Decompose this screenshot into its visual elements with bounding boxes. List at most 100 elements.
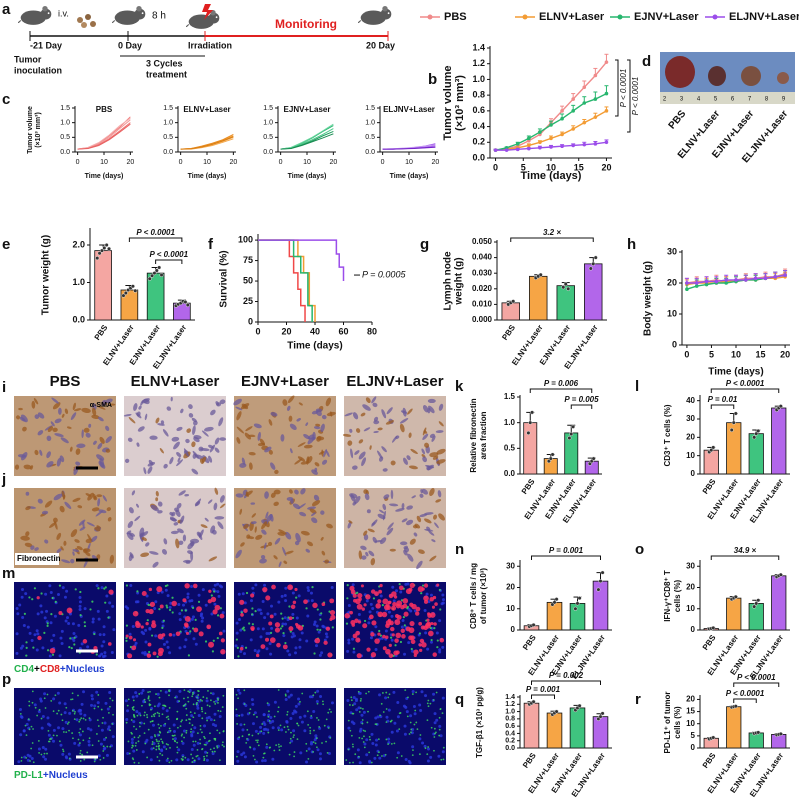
nucleus <box>194 642 198 646</box>
green-signal <box>204 712 207 715</box>
cell <box>360 545 367 551</box>
panel-letter: n <box>455 541 464 558</box>
marker <box>593 97 598 101</box>
nucleus <box>265 745 269 749</box>
green-signal <box>176 710 179 713</box>
nucleus <box>191 615 195 619</box>
marker <box>753 276 758 281</box>
cell <box>60 437 69 444</box>
green-signal <box>213 750 216 753</box>
cell <box>245 490 253 497</box>
y-axis-label: CD3⁺ T cells (%) <box>663 404 672 466</box>
red-signal <box>323 640 328 645</box>
cell <box>407 408 413 415</box>
marker <box>515 142 520 146</box>
green-signal <box>168 690 171 693</box>
nucleus <box>268 642 272 646</box>
cell <box>431 435 436 442</box>
cell <box>311 410 319 415</box>
green-signal <box>156 740 159 743</box>
green-signal <box>350 699 353 702</box>
nucleus <box>126 606 130 610</box>
green-signal <box>168 707 171 709</box>
red-signal <box>418 621 423 626</box>
y-tick-label: 0.5 <box>365 134 375 141</box>
nucleus <box>149 758 153 762</box>
green-signal <box>66 723 69 725</box>
cell <box>286 405 291 411</box>
green-signal <box>71 692 74 695</box>
x-tick-label: 5 <box>709 349 714 359</box>
nucleus <box>19 733 23 737</box>
marker <box>538 130 542 134</box>
nucleus <box>44 757 48 761</box>
green-signal <box>191 724 194 727</box>
cell <box>370 557 376 566</box>
cell <box>163 463 168 469</box>
red-signal <box>350 620 356 625</box>
red-signal <box>148 587 153 592</box>
green-signal <box>433 749 435 752</box>
cell <box>34 547 39 551</box>
nucleus <box>271 726 275 730</box>
green-signal <box>153 734 156 736</box>
green-signal <box>79 752 82 755</box>
data-point <box>600 570 605 575</box>
marker <box>685 287 689 292</box>
data-point <box>157 265 162 270</box>
red-signal <box>145 621 149 626</box>
stain-label: PD-L1+Nucleus <box>14 770 88 781</box>
nucleus <box>234 644 238 648</box>
green-signal <box>135 742 137 744</box>
event-label: 3 Cycles <box>146 58 183 68</box>
data-point <box>528 420 533 425</box>
nucleus <box>355 708 359 712</box>
green-signal <box>157 745 160 748</box>
cell <box>178 540 184 546</box>
red-signal <box>357 620 362 624</box>
nucleus <box>306 586 310 590</box>
cell <box>278 529 287 535</box>
green-signal <box>309 726 312 729</box>
bar <box>748 433 764 475</box>
series-line <box>280 123 334 150</box>
y-tick-label: 0.5 <box>163 134 173 141</box>
nucleus <box>97 754 101 758</box>
x-axis-label: Time (days) <box>390 173 429 180</box>
nucleus <box>403 724 407 728</box>
y-tick-label: 20 <box>686 432 695 441</box>
nucleus <box>396 715 400 719</box>
green-signal <box>165 743 168 745</box>
series-line <box>280 128 334 150</box>
cell <box>138 405 142 410</box>
green-signal <box>65 731 68 734</box>
red-signal <box>415 606 421 612</box>
cell <box>422 456 428 463</box>
cell <box>18 407 23 411</box>
green-signal <box>111 723 114 725</box>
cell <box>243 523 249 529</box>
nucleus <box>59 743 63 747</box>
nucleus <box>153 606 157 610</box>
marker <box>515 147 520 152</box>
cell <box>64 501 72 510</box>
green-signal <box>218 732 221 734</box>
nucleus <box>106 707 110 711</box>
cell <box>408 465 418 470</box>
cell <box>58 407 62 415</box>
green-signal <box>73 712 76 715</box>
cell <box>163 538 168 545</box>
cell <box>109 554 115 564</box>
green-signal <box>192 740 195 743</box>
green-signal <box>165 604 168 607</box>
cell <box>34 449 39 456</box>
red-signal <box>377 599 382 604</box>
green-signal <box>222 730 225 733</box>
data-point <box>548 456 553 461</box>
green-signal <box>151 720 154 722</box>
y-tick-label: 75 <box>243 255 253 265</box>
cell <box>313 426 321 430</box>
green-signal <box>149 690 151 693</box>
green-signal <box>150 708 152 711</box>
